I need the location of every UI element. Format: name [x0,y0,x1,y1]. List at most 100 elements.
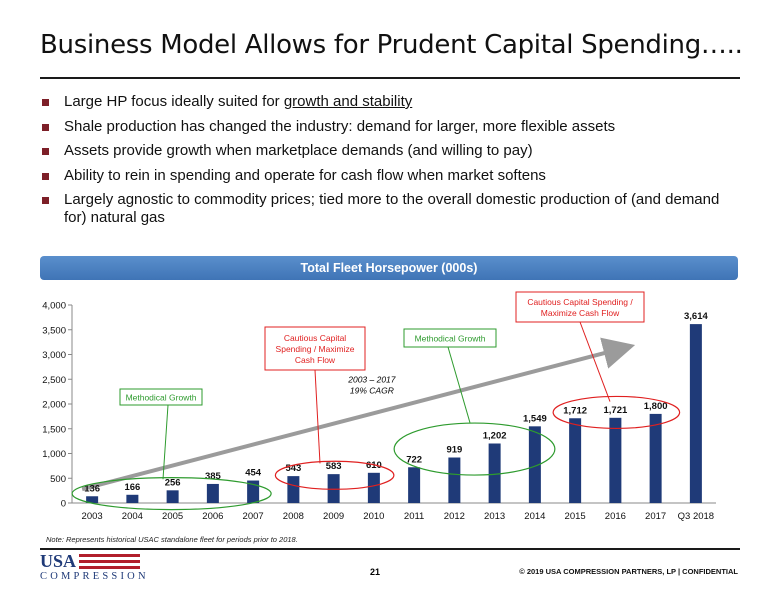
title-divider [40,77,740,79]
bar-2014 [528,426,541,503]
annotation-pointer [314,369,321,464]
bar-value-label: 1,800 [644,401,668,412]
bullet-square-icon [42,197,49,204]
x-tick-label: 2005 [162,511,183,522]
x-tick-label: 2016 [605,511,626,522]
bullet-item: Largely agnostic to commodity prices; ti… [40,191,740,227]
annotation-label: Cash Flow [295,355,336,365]
bar-2011 [408,467,421,503]
annotation-pointer [447,346,471,423]
bar-2006 [206,483,219,503]
bar-value-label: 256 [165,477,181,488]
bullet-square-icon [42,148,49,155]
x-tick-label: 2009 [323,511,344,522]
logo-usa-text: USA [40,551,77,571]
bar-value-label: 454 [245,468,262,479]
y-tick-label: 3,000 [42,350,66,361]
logo-compression-text: COMPRESSION [40,571,149,582]
bar-2013 [488,443,501,503]
bar-2005 [166,490,179,503]
x-tick-label: 2012 [444,511,465,522]
annotation-box [515,291,645,323]
fleet-horsepower-chart: 0 500 1,000 1,500 2,000 2,500 3,000 3,500 4,000 2… [42,291,716,522]
bar-2015 [569,418,582,503]
annotation-pointer [162,404,169,480]
bullet-square-icon [42,99,49,106]
bar-2007 [247,480,260,503]
y-tick-label: 2,000 [42,400,66,411]
copyright-text: © 2019 USA COMPRESSION PARTNERS, LP | CO… [519,567,738,576]
trend-label: 19% CAGR [350,385,394,395]
annotation-box [264,326,366,371]
bar-2017 [649,413,662,503]
annotation-label: Methodical Growth [126,393,197,403]
bullet-item: Ability to rein in spending and operate … [40,167,740,185]
bar-value-label: 543 [285,463,301,474]
x-tick-label: Q3 2018 [678,511,714,522]
bar-2003 [86,496,99,503]
bar-value-label: 722 [406,454,422,465]
x-tick-label: 2004 [122,511,143,522]
trend-label: 2003 – 2017 [347,374,396,384]
underlined-emphasis: growth and stability [283,93,413,110]
page-number: 21 [370,567,381,577]
annotation-ellipse [71,476,272,511]
y-tick-label: 1,500 [42,424,66,435]
bar-value-label: 385 [205,471,222,482]
x-tick-label: 2013 [484,511,505,522]
bar-value-label: 166 [124,482,140,493]
y-tick-label: 3,500 [42,325,66,336]
bar-value-label: 1,549 [523,413,547,424]
x-tick-label: 2006 [202,511,223,522]
bar-value-label: 136 [84,483,100,494]
bullet-item: Large HP focus ideally suited for growth… [40,93,740,111]
annotation-ellipse [274,460,395,490]
y-tick-label: 4,000 [42,301,66,312]
y-tick-label: 1,000 [42,449,66,460]
annotation-label: Cautious Capital Spending / [527,297,633,307]
annotation-ellipse [552,395,681,430]
bar-value-label: 919 [446,445,462,456]
slide-title: Business Model Allows for Prudent Capita… [40,30,743,60]
bar-2009 [327,474,340,503]
x-tick-label: 2014 [524,511,545,522]
x-tick-label: 2015 [565,511,586,522]
bar-2010 [367,472,380,503]
bullet-list: Large HP focus ideally suited for growth… [40,93,740,234]
footnote: Note: Represents historical USAC standal… [46,535,298,544]
chart-title-banner: Total Fleet Horsepower (000s) [40,256,738,280]
footer-divider [40,548,740,550]
annotation-ellipse [393,422,556,476]
bar-Q3-2018 [689,324,702,503]
x-tick-label: 2003 [82,511,103,522]
annotation-label: Maximize Cash Flow [541,308,620,318]
bar-value-label: 1,721 [603,405,627,416]
bullet-square-icon [42,172,49,180]
annotation-label: Cautious Capital [284,333,346,343]
x-tick-label: 2010 [363,511,384,522]
bar-value-label: 1,202 [483,431,507,442]
bar-value-label: 1,712 [563,405,587,416]
y-tick-label: 2,500 [42,375,66,386]
y-tick-label: 0 [61,499,66,510]
annotation-label: Methodical Growth [415,334,486,344]
annotation-label: Spending / Maximize [276,344,355,354]
x-tick-label: 2017 [645,511,666,522]
x-tick-label: 2011 [404,511,424,522]
x-tick-label: 2008 [283,511,304,522]
y-tick-label: 500 [50,474,66,485]
trend-arrow [81,337,636,492]
bar-2016 [609,417,622,503]
annotation-box [403,328,497,348]
bullet-item: Assets provide growth when marketplace d… [40,142,740,160]
bullet-square-icon [42,123,49,131]
usa-compression-logo: USA COMPRESSION [40,551,149,584]
bar-2012 [448,457,461,503]
bar-2008 [287,476,300,503]
bullet-item: Shale production has changed the industr… [40,118,740,136]
x-tick-label: 2007 [243,511,264,522]
bar-2004 [126,494,139,503]
bar-value-label: 583 [326,461,342,472]
logo-flag-stripes [79,554,140,569]
annotation-pointer [579,321,611,402]
